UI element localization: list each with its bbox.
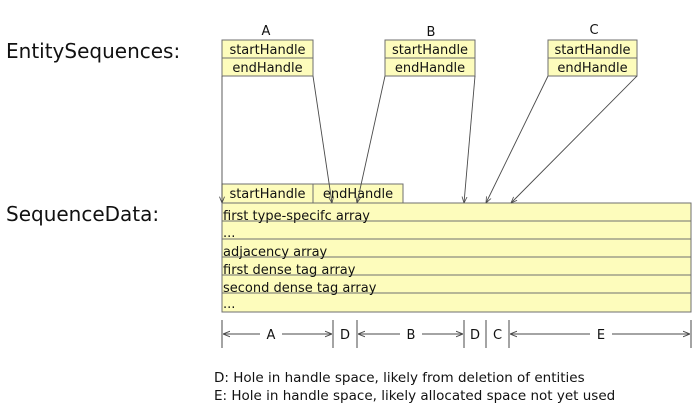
sequence-b-end-cell [384,57,476,77]
array-row: adjacency array [223,245,328,260]
entity-sequence-b: B startHandle endHandle [384,25,476,77]
sequence-b-name: B [427,25,436,40]
sequence-a-end-handle: endHandle [232,61,302,76]
sequence-c-end-cell [547,57,638,77]
entity-sequence-c: C startHandle endHandle [547,23,638,77]
handle-space-ruler: A D B D C E [221,320,692,348]
segment-d-label: D [470,328,480,343]
arrow-b-end [464,75,476,203]
segment-d-label: D [340,328,350,343]
sequence-c-start-handle: startHandle [554,43,630,58]
sequence-a-start-handle: startHandle [229,43,305,58]
sequence-data-handles: startHandle endHandle [221,183,404,204]
array-row: first type-specifc array [223,209,370,224]
array-row: first dense tag array [223,263,356,278]
array-row: ... [223,297,235,312]
segment-b-label: B [407,328,416,343]
arrow-a-end [312,75,332,203]
sequence-data-label: SequenceData: [6,202,159,226]
sequence-b-end-handle: endHandle [395,61,465,76]
entity-sequences-label: EntitySequences: [6,39,180,63]
arrow-b-start [357,75,386,203]
sequence-c-name: C [589,23,598,38]
sequence-b-start-handle: startHandle [392,43,468,58]
sequence-data-start-handle: startHandle [229,187,305,202]
arrow-c-end [511,75,638,203]
array-row: second dense tag array [223,281,377,296]
segment-a-label: A [267,328,276,343]
sequence-a-end-cell [221,57,314,77]
sequence-a-name: A [262,24,271,39]
legend-e: E: Hole in handle space, likely allocate… [214,388,615,404]
entity-sequence-a: A startHandle endHandle [221,24,314,77]
sequence-data-end-handle: endHandle [323,187,393,202]
sequence-data-table: first type-specifc array ... adjacency a… [221,202,692,313]
sequence-c-end-handle: endHandle [557,61,627,76]
handle-arrows [222,75,638,203]
segment-e-label: E [597,328,605,343]
segment-c-label: C [493,328,502,343]
array-row: ... [223,226,235,241]
arrow-c-start [486,75,549,203]
legend-d: D: Hole in handle space, likely from del… [214,370,585,386]
